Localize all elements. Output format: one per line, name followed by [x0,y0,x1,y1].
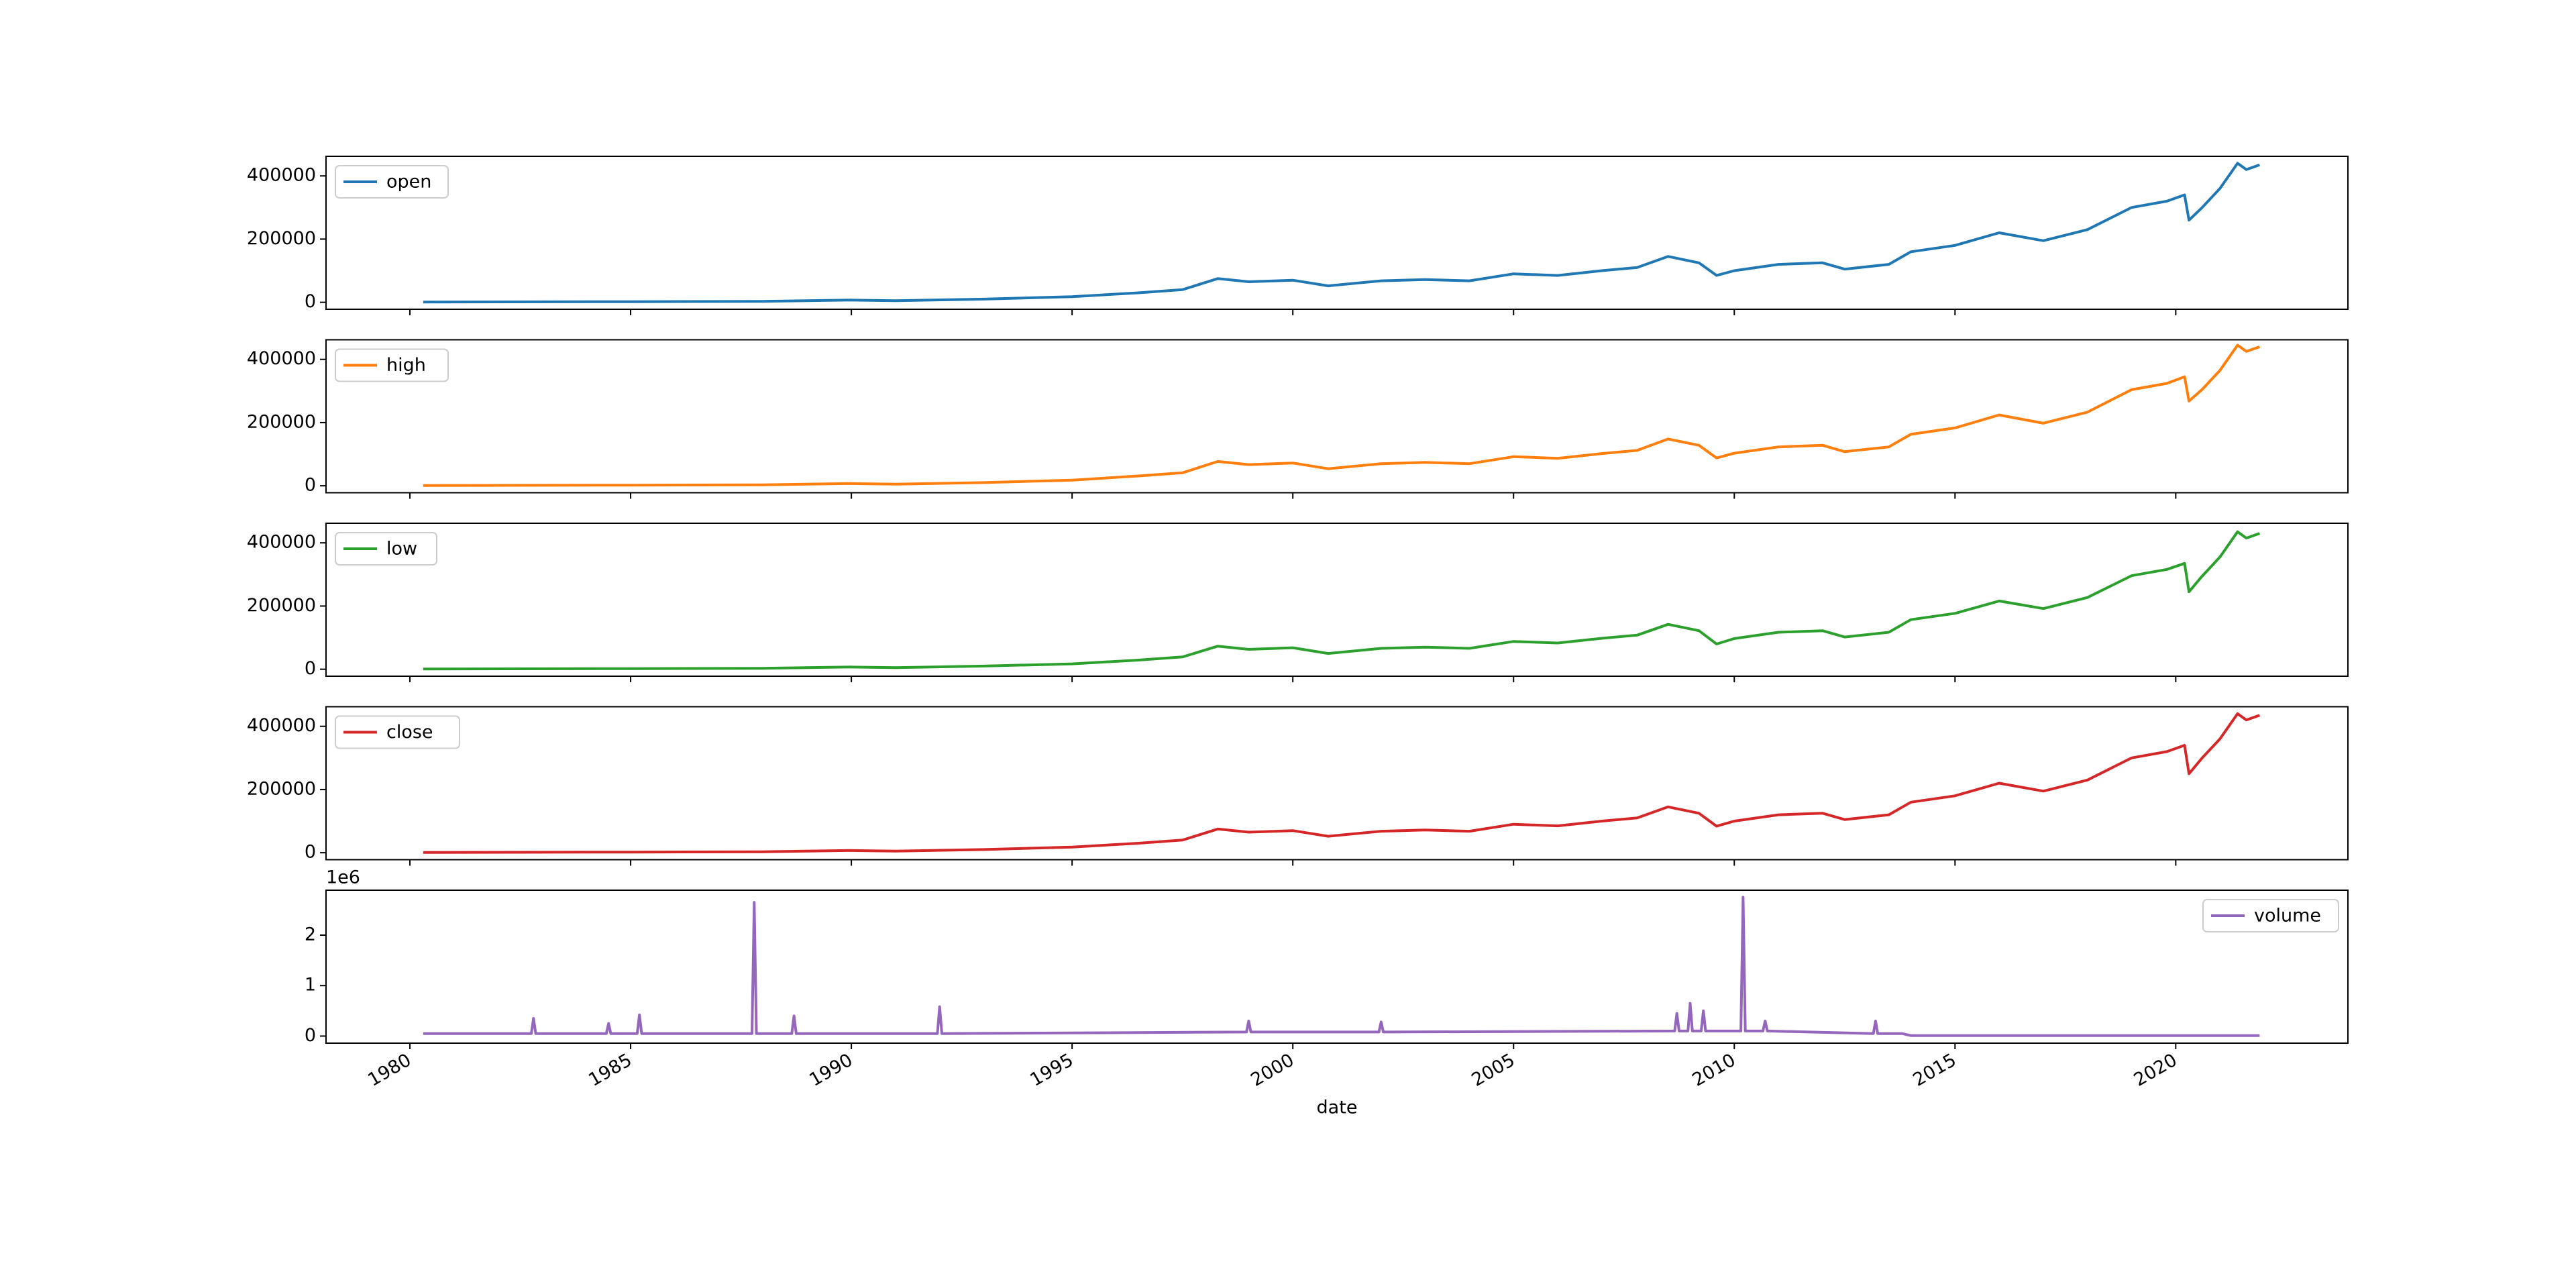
series-line [423,712,2261,854]
legend: open [335,165,449,199]
y-tick-label: 400000 [247,348,316,369]
x-tick-label: 1990 [806,1050,856,1091]
x-axis-label: date [1317,1097,1358,1118]
y-tick-label: 0 [305,1025,316,1046]
y-tick-label: 400000 [247,715,316,736]
x-tick-label: 2005 [1468,1050,1518,1091]
series-line [423,530,2261,671]
y-tick-label: 0 [305,842,316,863]
legend-box [335,715,460,749]
x-tick-label: 1980 [364,1050,415,1091]
x-tick-label: 2010 [1689,1050,1739,1091]
legend-label: open [386,172,431,193]
x-tick-label: 2015 [1910,1050,1960,1091]
y-tick-label: 2 [305,924,316,945]
legend-box [335,165,449,199]
legend-label: high [386,355,426,376]
x-tick-label: 2000 [1247,1050,1297,1091]
legend: close [335,715,460,749]
x-tick-label: 1995 [1026,1050,1077,1091]
axes-frame [325,890,2349,1044]
offset-label: 1e6 [326,867,360,888]
y-tick-label: 200000 [247,411,316,432]
axes-frame [325,706,2349,861]
legend-label: close [386,722,433,743]
y-tick-label: 1 [305,975,316,996]
series-line [423,162,2261,304]
x-tick-label: 2020 [2131,1050,2181,1091]
y-tick-label: 400000 [247,532,316,553]
y-tick-label: 0 [305,475,316,496]
y-tick-label: 200000 [247,228,316,249]
legend-box [335,348,449,382]
legend: high [335,348,449,382]
legend-box [335,532,437,566]
x-tick-label: 1985 [585,1050,635,1091]
legend: volume [2202,899,2339,932]
axes-frame [325,339,2349,494]
series-line [423,896,2260,1037]
axes-frame [325,156,2349,310]
y-tick-label: 200000 [247,595,316,616]
axes-frame [325,523,2349,677]
legend: low [335,532,437,566]
y-tick-label: 200000 [247,778,316,799]
legend-label: low [386,539,417,559]
y-tick-label: 0 [305,291,316,312]
legend-box [2202,899,2339,932]
series-line [423,343,2261,487]
y-tick-label: 0 [305,658,316,679]
legend-label: volume [2254,906,2321,926]
y-tick-label: 400000 [247,165,316,186]
